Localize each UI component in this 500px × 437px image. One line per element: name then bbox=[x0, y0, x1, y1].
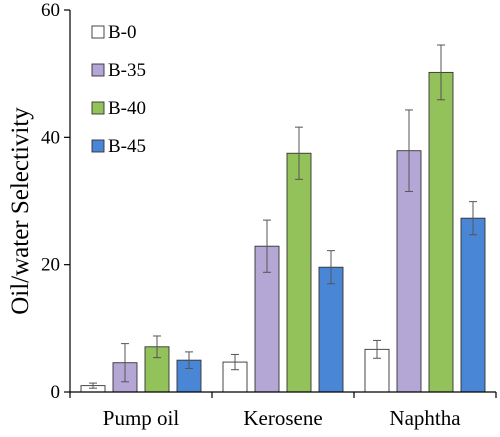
legend-label: B-35 bbox=[108, 60, 146, 81]
x-category-label: Kerosene bbox=[243, 406, 322, 430]
x-category-label: Pump oil bbox=[103, 406, 180, 430]
legend-label: B-45 bbox=[108, 136, 146, 157]
legend-item: B-45 bbox=[91, 136, 146, 157]
legend: B-0 B-35 B-40 B-45 bbox=[91, 22, 146, 157]
y-axis-title: Oil/water Selectivity bbox=[7, 107, 34, 315]
legend-swatch bbox=[91, 25, 105, 39]
legend-label: B-0 bbox=[108, 22, 137, 43]
y-tick-label: 0 bbox=[51, 382, 61, 403]
bars-group bbox=[80, 71, 486, 393]
legend-swatch bbox=[91, 101, 105, 115]
y-tick-label: 20 bbox=[41, 255, 60, 276]
legend-swatch bbox=[91, 63, 105, 77]
x-categories-group: Pump oil Kerosene Naphtha bbox=[69, 392, 497, 430]
x-category-label: Naphtha bbox=[389, 406, 461, 430]
bar bbox=[428, 71, 454, 393]
legend-label: B-40 bbox=[108, 98, 146, 119]
legend-item: B-0 bbox=[91, 22, 137, 43]
bar bbox=[286, 152, 312, 393]
bar bbox=[460, 217, 486, 393]
bar bbox=[318, 266, 344, 393]
legend-item: B-40 bbox=[91, 98, 146, 119]
y-tick-label: 40 bbox=[41, 127, 60, 148]
axes-group bbox=[69, 10, 496, 393]
error-bars-group bbox=[89, 44, 477, 389]
y-tick-label: 60 bbox=[41, 0, 60, 21]
legend-item: B-35 bbox=[91, 60, 146, 81]
legend-swatch bbox=[91, 139, 105, 153]
y-ticks-group: 0 20 40 60 bbox=[41, 0, 70, 403]
